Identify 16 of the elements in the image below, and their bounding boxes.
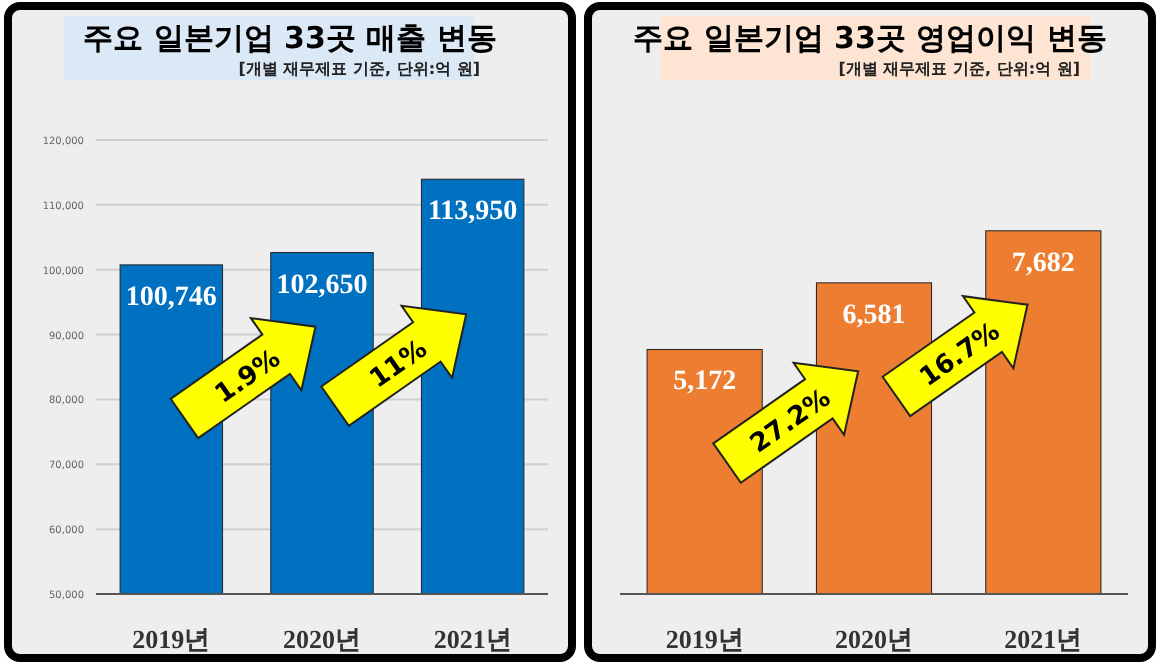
- x-tick-label: 2021년: [433, 624, 512, 654]
- x-tick-label: 2020년: [283, 624, 361, 654]
- data-label: 102,650: [276, 270, 368, 301]
- x-tick-label: 2019년: [665, 624, 744, 654]
- data-label: 6,581: [842, 300, 906, 331]
- x-tick-label: 2019년: [132, 624, 211, 654]
- chart-title: 주요 일본기업 33곳 영업이익 변동: [633, 20, 1107, 56]
- chart-subtitle: [개별 재무제표 기준, 단위:억 원]: [838, 60, 1080, 78]
- data-label: 100,746: [125, 282, 217, 313]
- chart-subtitle: [개별 재무제표 기준, 단위:억 원]: [238, 60, 480, 78]
- data-label: 113,950: [427, 197, 518, 228]
- data-label: 7,682: [1011, 248, 1075, 279]
- x-tick-label: 2021년: [1004, 624, 1083, 654]
- data-label: 5,172: [673, 367, 737, 398]
- x-tick-label: 2020년: [835, 624, 913, 654]
- chart-title: 주요 일본기업 33곳 매출 변동: [83, 20, 497, 56]
